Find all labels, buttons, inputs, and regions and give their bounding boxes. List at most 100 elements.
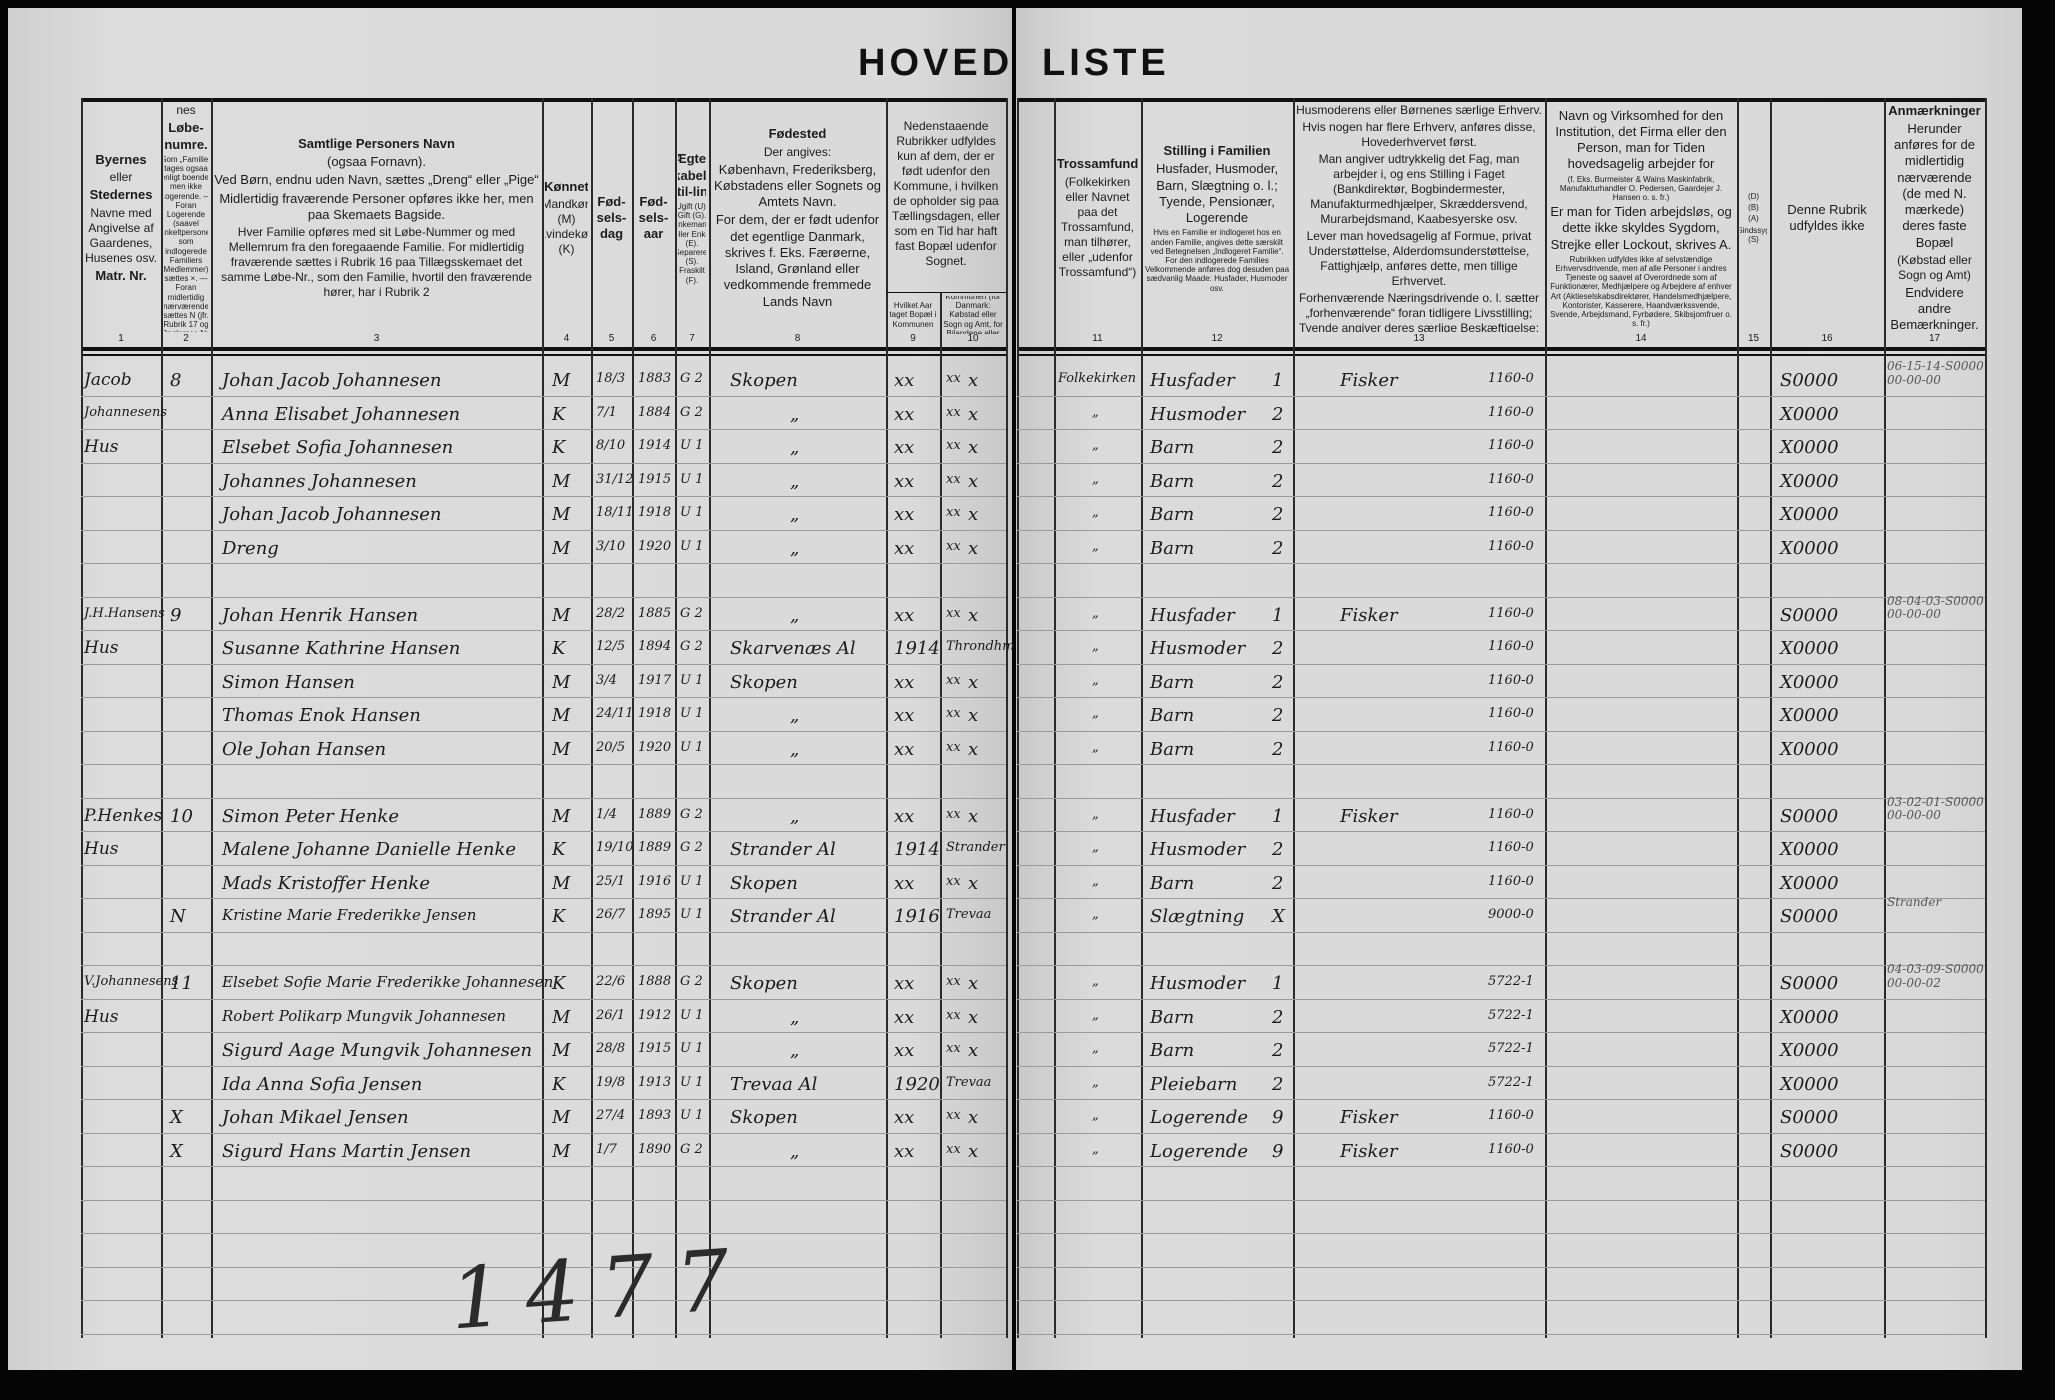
column-header-text: Fødested: [768, 126, 827, 142]
row-line: [81, 965, 1006, 966]
birth-year: 1915: [638, 471, 672, 487]
year-moved-in: xx: [894, 470, 915, 492]
year-moved-in: xx: [894, 738, 915, 760]
column-divider: [1770, 98, 1772, 1338]
year-moved-in: xx: [894, 872, 915, 894]
place-name: Jacob: [84, 370, 132, 390]
civil-status: U 1: [680, 538, 704, 554]
year-moved-in: 1920: [894, 1073, 940, 1095]
column-divider: [1141, 98, 1143, 1338]
row-line: [1017, 1266, 1985, 1268]
year-moved-in: xx: [894, 671, 915, 693]
family-number: X: [170, 1107, 183, 1128]
column-header-17: Anmærkninger Herunder anføres for de midl…: [1887, 104, 1982, 332]
person-name: Simon Hansen: [222, 671, 355, 693]
occupation-code: 1160-0: [1488, 438, 1534, 453]
birth-day: 28/8: [596, 1041, 626, 1056]
religion: „: [1092, 1007, 1099, 1023]
sex: M: [552, 1140, 571, 1162]
previous-residence: xx: [946, 706, 961, 721]
column-number: 11: [1092, 333, 1103, 344]
sex: K: [552, 403, 566, 425]
birthplace: Trevaa Al: [730, 1073, 818, 1095]
col16-code: X0000: [1780, 839, 1839, 860]
position-code: 2: [1272, 738, 1284, 760]
birth-day: 18/11: [596, 505, 634, 520]
family-position: Barn: [1150, 437, 1195, 458]
row-line: [81, 931, 1006, 933]
previous-residence-mark: x: [968, 738, 979, 760]
column-header-9: Hvilket Aar taget Bopæl i Kommunen: [889, 296, 937, 334]
column-header-text: Denne Rubrik udfyldes ikke: [1787, 201, 1867, 233]
birth-day: 24/11: [596, 706, 634, 721]
previous-residence-mark: x: [968, 1107, 979, 1128]
person-name: Kristine Marie Frederikke Jensen: [222, 906, 477, 924]
place-name: P.Henkes: [84, 805, 163, 826]
sex: M: [552, 872, 571, 894]
column-header-text: Midlertidig fraværende Personer opføres …: [219, 190, 534, 222]
occupation-code: 9000-0: [1488, 907, 1534, 922]
place-name: Hus: [84, 839, 119, 859]
column-header-16: Denne Rubrik udfyldes ikke: [1773, 104, 1881, 332]
person-name: Johan Mikael Jensen: [222, 1107, 409, 1128]
person-name: Anna Elisabet Johannesen: [222, 403, 461, 425]
previous-residence: xx: [946, 1007, 961, 1023]
previous-residence: xx: [946, 806, 961, 822]
row-line: [81, 764, 1006, 765]
occupation-code: 5722-1: [1488, 1007, 1534, 1023]
sex: M: [552, 671, 571, 693]
birth-year: 1918: [638, 706, 672, 721]
occupation-code: 1160-0: [1488, 639, 1534, 654]
occupation-code: 1160-0: [1488, 806, 1534, 822]
civil-status: G 2: [680, 639, 703, 654]
row-line: [1017, 1333, 1985, 1335]
religion: Folkekirken: [1058, 371, 1137, 386]
row-line: [1017, 931, 1985, 933]
column-header-text: Fød-sels-aar: [638, 193, 669, 242]
year-moved-in: xx: [894, 1140, 915, 1162]
civil-status: U 1: [680, 672, 704, 688]
birth-day: 12/5: [596, 639, 626, 654]
family-number: 10: [170, 805, 193, 827]
birthplace: Skopen: [730, 671, 798, 693]
column-number: 16: [1821, 333, 1833, 344]
column-header-text: Stedernes: [89, 187, 153, 203]
previous-residence-mark: x: [968, 403, 979, 425]
previous-residence-mark: x: [968, 1140, 979, 1162]
position-code: 2: [1272, 839, 1284, 860]
religion: „: [1092, 739, 1099, 755]
col16-code: S0000: [1780, 906, 1839, 927]
column-divider: [81, 98, 83, 1338]
column-number: 3: [373, 333, 380, 344]
family-position: Barn: [1150, 1040, 1195, 1061]
column-header-text: Lever man hovedsagelig af Formue, privat…: [1306, 229, 1532, 289]
column-divider: [542, 98, 544, 1338]
birthplace: Skopen: [730, 1107, 798, 1128]
col16-code: X0000: [1780, 705, 1839, 726]
column-header-text: Livsstilling, Forretning, Næringsvej; og…: [1296, 104, 1542, 118]
previous-residence: xx: [946, 873, 961, 889]
row-line: [81, 462, 1006, 464]
col16-code: S0000: [1780, 805, 1839, 827]
person-name: Elsebet Sofie Marie Frederikke Johannese…: [222, 973, 554, 991]
col16-code: X0000: [1780, 537, 1839, 559]
row-line: [81, 663, 1006, 665]
column-header-text: (B): [1748, 203, 1759, 213]
religion: „: [1092, 873, 1099, 889]
row-line: [1017, 429, 1985, 430]
family-position: Husfader: [1150, 370, 1235, 391]
civil-status: U 1: [680, 1007, 704, 1023]
previous-residence: xx: [946, 672, 961, 688]
religion: „: [1092, 505, 1099, 520]
title-left: HOVED: [858, 42, 1014, 84]
person-name: Susanne Kathrine Hansen: [222, 638, 461, 659]
row-line: [81, 1032, 1006, 1033]
position-code: 2: [1272, 671, 1284, 693]
header-bottom-rule: [1017, 354, 1985, 356]
column-number: 9: [910, 333, 916, 344]
birth-day: 28/2: [596, 605, 626, 621]
religion: „: [1092, 605, 1099, 621]
column-divider: [1545, 98, 1547, 1338]
birth-year: 1884: [638, 404, 672, 420]
birth-day: 3/4: [596, 672, 617, 688]
